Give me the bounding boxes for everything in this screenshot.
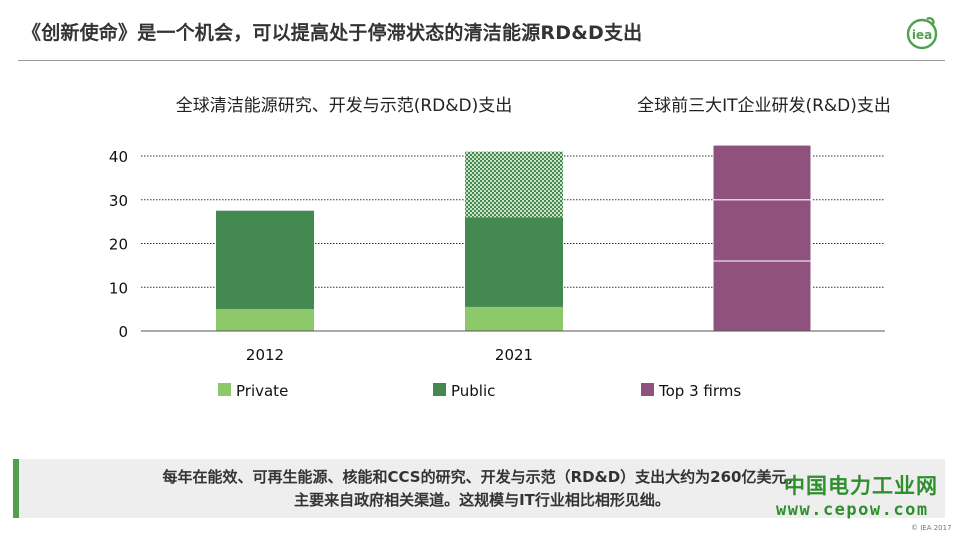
y-tick-label: 20 xyxy=(109,236,128,254)
y-tick-label: 10 xyxy=(109,279,128,297)
bar-segment-top3-top-3-firms xyxy=(712,144,812,201)
y-tick-label: 0 xyxy=(118,323,128,341)
bar-segment-top3-top-3-firms xyxy=(712,199,812,262)
rdd-spending-chart: 0 10 20 30 40 2012 2021 全球清洁能源研究、开发与示范(RD&D)支出 全… xyxy=(109,96,891,400)
group-title-2: 全球前三大IT企业研发(R&D)支出 xyxy=(637,96,891,116)
x-tick-label: 2012 xyxy=(246,346,284,364)
bar-segment-2021-public xyxy=(465,151,563,218)
watermark-url: www.cepow.com xyxy=(776,500,929,520)
bar-segment-top3-top-3-firms xyxy=(712,260,812,332)
bar-segment-2012-private xyxy=(216,309,314,331)
iea-logo: iea xyxy=(906,16,938,50)
slide-title: 《创新使命》是一个机会，可以提高处于停滞状态的清洁能源RD&D支出 xyxy=(22,22,643,44)
legend-label-private: Private xyxy=(236,382,288,400)
title-divider xyxy=(18,60,945,61)
summary-line-1: 每年在能效、可再生能源、核能和CCS的研究、开发与示范（RD&D）支出大约为26… xyxy=(162,468,802,486)
y-tick-label: 30 xyxy=(109,192,128,210)
iea-logo-text: iea xyxy=(912,28,932,42)
bar-segment-2012-public xyxy=(216,210,314,310)
legend-swatch-top-3-firms xyxy=(641,383,654,396)
watermark-text: 中国电力工业网 xyxy=(784,474,938,498)
copyright-notice: © IEA 2017 xyxy=(911,524,952,532)
legend-swatch-public xyxy=(433,383,446,396)
bar-segment-2021-private xyxy=(465,306,563,331)
bars xyxy=(216,144,812,332)
summary-line-2: 主要来自政府相关渠道。这规模与IT行业相比相形见绌。 xyxy=(294,491,670,509)
y-tick-label: 40 xyxy=(109,148,128,166)
summary-callout: 每年在能效、可再生能源、核能和CCS的研究、开发与示范（RD&D）支出大约为26… xyxy=(13,459,945,518)
legend: Private Public Top 3 firms xyxy=(218,382,741,400)
chart-labels: 0 10 20 30 40 2012 2021 全球清洁能源研究、开发与示范(RD&D)支出 全… xyxy=(109,96,891,364)
x-tick-label: 2021 xyxy=(495,346,533,364)
legend-label-public: Public xyxy=(451,382,495,400)
bar-segment-2021-public xyxy=(465,217,563,307)
legend-swatch-private xyxy=(218,383,231,396)
legend-label-top-3-firms: Top 3 firms xyxy=(658,382,741,400)
group-title-1: 全球清洁能源研究、开发与示范(RD&D)支出 xyxy=(176,96,513,116)
